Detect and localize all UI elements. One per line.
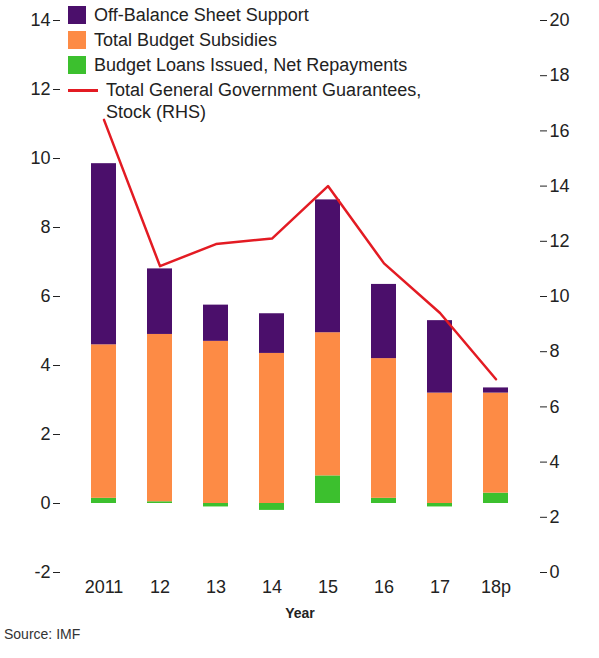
svg-text:0: 0 (550, 562, 560, 582)
svg-text:18: 18 (550, 65, 570, 85)
svg-text:18p: 18p (481, 577, 511, 597)
svg-text:14: 14 (550, 176, 570, 196)
html-text:Total Budget Subsidies: Total Budget Subsidies (94, 30, 278, 50)
svg-text:15: 15 (318, 577, 338, 597)
svg-text:13: 13 (206, 577, 226, 597)
svg-text:17: 17 (430, 577, 450, 597)
svg-text:8: 8 (550, 341, 560, 361)
svg-text:16: 16 (374, 577, 394, 597)
html-text:Budget Loans Issued, Net Repay: Budget Loans Issued, Net Repayments (94, 55, 408, 75)
html-text:Off-Balance Sheet Support: Off-Balance Sheet Support (94, 5, 309, 25)
svg-text:12: 12 (150, 577, 170, 597)
svg-text:16: 16 (550, 121, 570, 141)
svg-text:6: 6 (550, 397, 560, 417)
svg-text:6: 6 (40, 286, 50, 306)
svg-text:14: 14 (30, 10, 50, 30)
svg-text:14: 14 (262, 577, 282, 597)
html-text:Total General Government Guara: Total General Government Guarantees, Sto… (106, 80, 422, 122)
svg-text:2: 2 (40, 424, 50, 444)
svg-text:20: 20 (550, 10, 570, 30)
svg-text:-2: -2 (34, 562, 50, 582)
svg-text:12: 12 (550, 231, 570, 251)
html-text:Source: IMF: Source: IMF (4, 626, 81, 642)
svg-text:8: 8 (40, 217, 50, 237)
svg-text:Year: Year (285, 605, 315, 621)
svg-text:2011: 2011 (85, 577, 124, 597)
svg-text:10: 10 (550, 286, 570, 306)
svg-text:4: 4 (40, 355, 50, 375)
svg-text:0: 0 (40, 493, 50, 513)
svg-text:12: 12 (30, 79, 50, 99)
svg-text:4: 4 (550, 452, 560, 472)
svg-text:2: 2 (550, 507, 560, 527)
svg-text:10: 10 (30, 148, 50, 168)
